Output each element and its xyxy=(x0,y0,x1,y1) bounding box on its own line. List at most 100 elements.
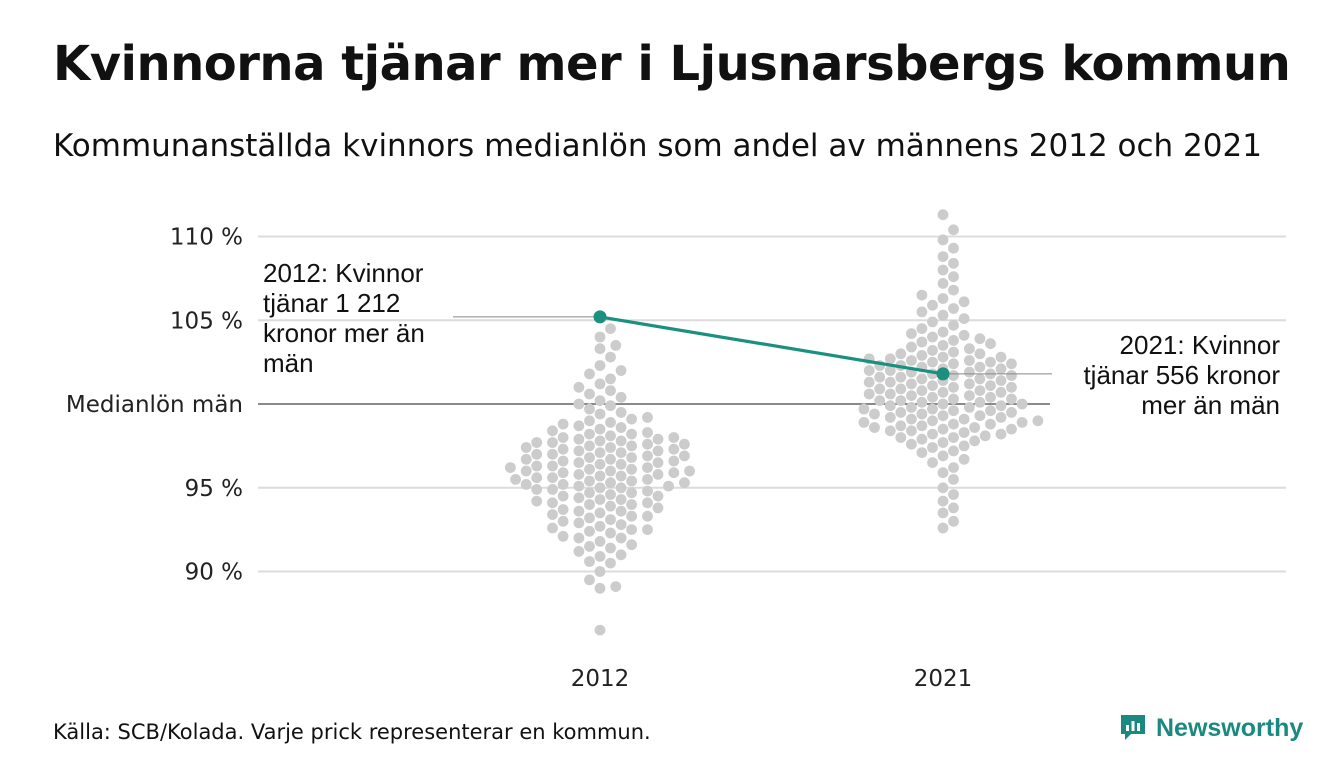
municipality-dot-2012 xyxy=(594,536,606,547)
municipality-dot-2012 xyxy=(615,549,627,561)
municipality-dot-2021 xyxy=(969,422,980,433)
municipality-dot-2021 xyxy=(895,432,907,443)
municipality-dot-2021 xyxy=(937,264,949,276)
municipality-dot-2021 xyxy=(916,373,928,385)
municipality-dot-2021 xyxy=(874,383,886,395)
municipality-dot-2012 xyxy=(594,470,606,482)
municipality-dot-2012 xyxy=(594,482,606,494)
municipality-dot-2012 xyxy=(531,495,543,507)
municipality-dot-2021 xyxy=(937,495,949,507)
municipality-dot-2012 xyxy=(520,453,532,465)
municipality-dot-2021 xyxy=(916,433,928,445)
municipality-dot-2012 xyxy=(626,428,637,440)
municipality-dot-2021 xyxy=(964,343,975,355)
municipality-dot-2021 xyxy=(906,378,917,390)
municipality-dot-2021 xyxy=(937,326,949,338)
municipality-dot-2021 xyxy=(937,398,949,410)
municipality-dot-2021 xyxy=(937,507,949,519)
municipality-dot-2021 xyxy=(948,515,959,527)
municipality-dot-2021 xyxy=(948,393,959,405)
municipality-dot-2012 xyxy=(594,582,606,594)
municipality-dot-2021 xyxy=(927,345,938,356)
municipality-dot-2021 xyxy=(985,380,996,391)
municipality-dot-2012 xyxy=(615,422,627,433)
municipality-dot-2021 xyxy=(948,346,959,358)
municipality-dot-2021 xyxy=(948,271,959,283)
municipality-dot-2012 xyxy=(573,546,585,557)
municipality-dot-2021 xyxy=(916,306,928,318)
municipality-dot-2012 xyxy=(547,460,558,472)
municipality-dot-2021 xyxy=(895,371,907,383)
municipality-dot-2012 xyxy=(531,437,543,448)
municipality-dot-2012 xyxy=(594,423,606,435)
municipality-dot-2012 xyxy=(557,455,569,467)
municipality-dot-2012 xyxy=(557,515,569,527)
municipality-dot-2021 xyxy=(948,502,959,514)
municipality-dot-2012 xyxy=(584,463,595,475)
municipality-dot-2021 xyxy=(995,428,1007,440)
municipality-dot-2012 xyxy=(605,385,616,396)
municipality-dot-2012 xyxy=(610,581,622,592)
municipality-dot-2012 xyxy=(605,417,616,428)
municipality-dot-2021 xyxy=(937,482,949,494)
municipality-dot-2012 xyxy=(626,487,637,499)
municipality-dot-2021 xyxy=(1006,393,1017,405)
municipality-dot-2012 xyxy=(573,480,585,492)
municipality-dot-2012 xyxy=(573,457,585,468)
municipality-dot-2021 xyxy=(995,363,1007,375)
municipality-dot-2012 xyxy=(584,499,595,510)
municipality-dot-2021 xyxy=(948,432,959,443)
municipality-dot-2012 xyxy=(594,551,606,562)
municipality-dot-2021 xyxy=(869,408,880,420)
municipality-dot-2012 xyxy=(594,520,606,532)
municipality-dot-2012 xyxy=(610,340,622,351)
municipality-dot-2021 xyxy=(906,438,917,450)
municipality-dot-2021 xyxy=(1006,423,1017,435)
municipality-dot-2012 xyxy=(642,474,653,485)
municipality-dot-2021 xyxy=(995,412,1007,423)
municipality-dot-2012 xyxy=(605,400,616,412)
municipality-dot-2012 xyxy=(557,530,569,542)
y-axis-ticks: 110 % 105 % Medianlön män 95 % 90 % xyxy=(66,225,243,586)
municipality-dot-2012 xyxy=(679,450,690,462)
municipality-dot-2021 xyxy=(948,303,959,314)
municipality-dot-2021 xyxy=(974,396,986,408)
municipality-dot-2012 xyxy=(668,443,680,455)
municipality-dot-2021 xyxy=(985,338,996,350)
municipality-dot-2012 xyxy=(605,500,616,512)
municipality-dot-2012 xyxy=(584,574,595,586)
municipality-dot-2012 xyxy=(557,467,569,479)
municipality-dot-2021 xyxy=(937,251,949,262)
highlight-line xyxy=(599,315,944,376)
municipality-dot-2012 xyxy=(626,452,637,463)
municipality-dot-2012 xyxy=(573,532,585,544)
municipality-dot-2021 xyxy=(884,376,896,388)
municipality-dot-2021 xyxy=(948,405,959,417)
municipality-dot-2012 xyxy=(584,487,595,499)
municipality-dot-2012 xyxy=(573,445,585,457)
municipality-dot-2021 xyxy=(927,380,938,391)
municipality-dot-2021 xyxy=(985,356,996,368)
municipality-dot-2012 xyxy=(520,479,532,490)
municipality-dot-2021 xyxy=(916,447,928,458)
municipality-dot-2021 xyxy=(937,209,949,221)
municipality-dot-2012 xyxy=(594,343,606,355)
municipality-dot-2021 xyxy=(948,242,959,254)
municipality-dot-2021 xyxy=(948,462,959,473)
municipality-dot-2021 xyxy=(869,422,880,433)
municipality-dot-2012 xyxy=(594,566,606,577)
municipality-dot-2021 xyxy=(916,336,928,348)
municipality-dot-2021 xyxy=(948,445,959,457)
municipality-dot-2012 xyxy=(594,408,606,420)
municipality-dot-2012 xyxy=(642,485,653,497)
municipality-dot-2021 xyxy=(874,395,886,406)
municipality-dot-2021 xyxy=(974,361,986,373)
municipality-dot-2012 xyxy=(605,351,616,363)
municipality-dot-2021 xyxy=(937,437,949,448)
municipality-dot-2021 xyxy=(863,376,875,388)
municipality-dot-2021 xyxy=(995,386,1007,398)
municipality-dot-2021 xyxy=(985,418,996,430)
municipality-dot-2012 xyxy=(547,497,558,509)
y-tick-label: 110 % xyxy=(170,225,243,251)
municipality-dot-2012 xyxy=(642,462,653,473)
